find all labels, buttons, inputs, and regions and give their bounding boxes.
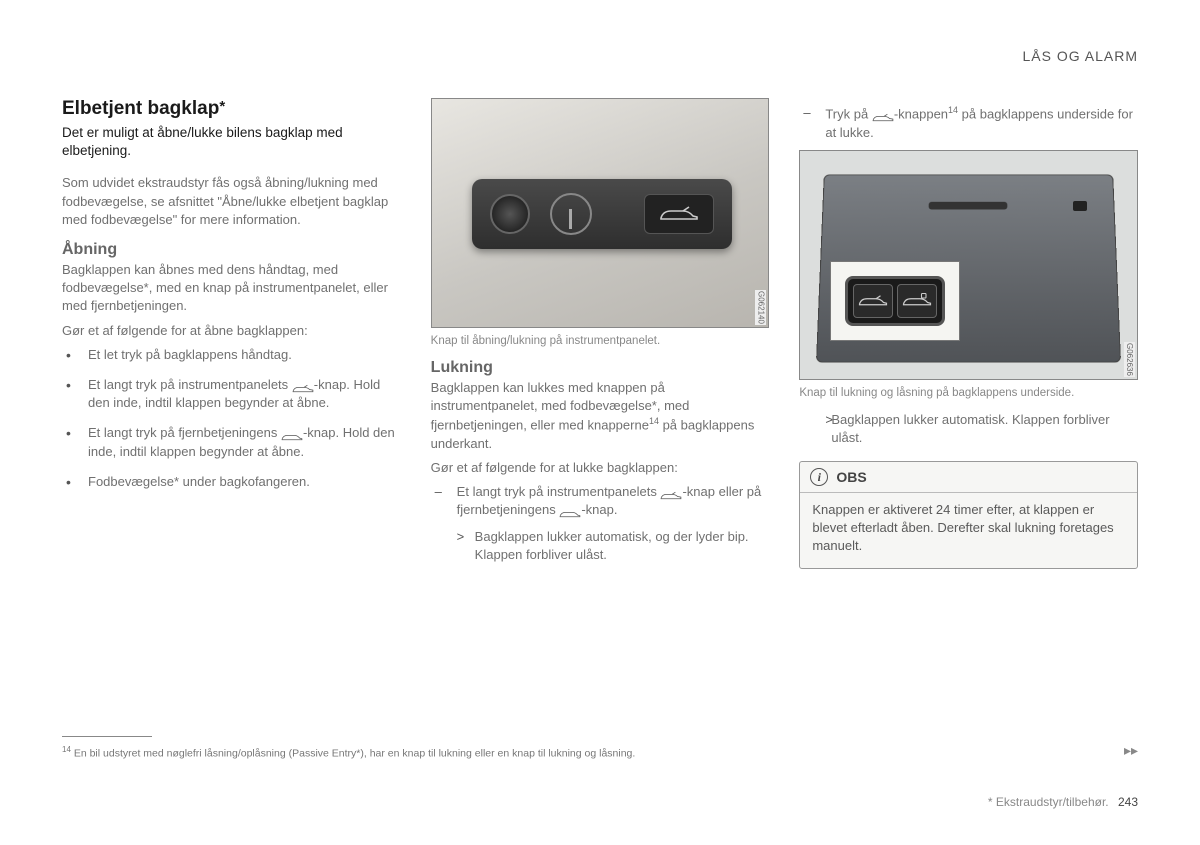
bullet-3-pre: Et langt tryk på fjernbetjeningens — [88, 425, 281, 440]
bullet-handle: Et let tryk på bagklappens håndtag. — [62, 346, 401, 364]
footnote-ref-14a: 14 — [649, 416, 659, 426]
car-open-icon — [659, 205, 699, 223]
bullet-2-pre: Et langt tryk på instrumentpanelets — [88, 377, 292, 392]
opening-body: Bagklappen kan åbnes med dens håndtag, m… — [62, 261, 401, 316]
subtitle: Det er muligt at åbne/lukke bilens bagkl… — [62, 124, 401, 160]
car-open-icon — [660, 488, 682, 498]
obs-title: OBS — [836, 469, 866, 485]
obs-body: Knappen er aktiveret 24 timer efter, at … — [800, 493, 1137, 568]
column-3: Tryk på -knappen14 på bagklappens unders… — [799, 98, 1138, 572]
closing-dashes: Et langt tryk på instrumentpanelets -kna… — [431, 483, 770, 519]
figure-caption-trunk: Knap til lukning og låsning på bagklappe… — [799, 386, 1138, 401]
closing-lead: Gør et af følgende for at lukke bagklapp… — [431, 459, 770, 477]
figure-ref: G062140 — [755, 290, 766, 325]
dash-light-icon — [550, 193, 592, 235]
figure-ref-trunk: G062636 — [1124, 342, 1135, 377]
footer-note: * Ekstraudstyr/tilbehør. — [988, 795, 1109, 809]
car-closed-icon — [559, 506, 581, 516]
bullet-panel-button: Et langt tryk på instrumentpanelets -kna… — [62, 376, 401, 412]
dash-panel — [472, 179, 732, 249]
trunk-lock-button-icon — [897, 284, 937, 318]
title-text: Elbetjent bagklap — [62, 98, 219, 119]
continue-arrows: ▸▸ — [1124, 742, 1138, 759]
car-closed-icon — [281, 429, 303, 439]
closing-dashes-cont: Tryk på -knappen14 på bagklappens unders… — [799, 104, 1138, 142]
sub-result-1: Bagklappen lukker automatisk, og der lyd… — [431, 528, 770, 564]
dash-trunk-button — [644, 194, 714, 234]
trunk-close-button-icon — [853, 284, 893, 318]
car-open-icon — [292, 381, 314, 391]
figure-caption-dash: Knap til åbning/lukning på instrumentpan… — [431, 334, 770, 349]
dash-item-2: Tryk på -knappen14 på bagklappens unders… — [799, 104, 1138, 142]
d1-post: -knap. — [581, 502, 617, 517]
info-icon: i — [810, 468, 828, 486]
closing-body: Bagklappen kan lukkes med knappen på ins… — [431, 379, 770, 453]
trunk-button-panel — [845, 276, 945, 326]
footnote-num: 14 — [62, 745, 71, 754]
dash-item-1: Et langt tryk på instrumentpanelets -kna… — [431, 483, 770, 519]
opening-bullets: Et let tryk på bagklappens håndtag. Et l… — [62, 346, 401, 491]
page-number: 243 — [1118, 795, 1138, 809]
content-columns: Elbetjent bagklap* Det er muligt at åbne… — [62, 98, 1138, 572]
heading-opening: Åbning — [62, 241, 401, 259]
column-2: G062140 Knap til åbning/lukning på instr… — [431, 98, 770, 572]
obs-header: i OBS — [800, 462, 1137, 493]
title-star: * — [219, 98, 225, 115]
car-open-icon — [872, 110, 894, 120]
figure-dash-panel: G062140 — [431, 98, 770, 328]
d2-mid: -knappen — [894, 106, 948, 121]
heading-closing: Lukning — [431, 359, 770, 377]
intro-paragraph: Som udvidet ekstraudstyr fås også åbning… — [62, 174, 401, 229]
trunk-button-callout — [830, 261, 960, 341]
opening-lead: Gør et af følgende for at åbne bagklappe… — [62, 322, 401, 340]
bullet-foot: Fodbevægelse* under bagkofangeren. — [62, 473, 401, 491]
d1-pre: Et langt tryk på instrumentpanelets — [457, 484, 661, 499]
d2-pre: Tryk på — [825, 106, 871, 121]
footnote-rule — [62, 736, 152, 737]
bullet-remote-button: Et langt tryk på fjernbetjeningens -knap… — [62, 424, 401, 460]
page-footer: * Ekstraudstyr/tilbehør. 243 — [988, 795, 1138, 809]
page-title: Elbetjent bagklap* — [62, 98, 401, 120]
sub-result-2: Bagklappen lukker automatisk. Klappen fo… — [799, 411, 1138, 447]
footnote-ref-14b: 14 — [948, 105, 958, 115]
footnote: 14 En bil udstyret med nøglefri låsning/… — [62, 745, 635, 760]
section-header: LÅS OG ALARM — [1023, 48, 1138, 64]
obs-box: i OBS Knappen er aktiveret 24 timer efte… — [799, 461, 1138, 569]
trunk-sensor-icon — [1073, 201, 1087, 211]
trunk-handle-icon — [929, 202, 1008, 210]
dash-dial-icon — [490, 194, 530, 234]
figure-trunk: G062636 — [799, 150, 1138, 380]
column-1: Elbetjent bagklap* Det er muligt at åbne… — [62, 98, 401, 572]
footnote-text: En bil udstyret med nøglefri låsning/opl… — [74, 747, 635, 759]
